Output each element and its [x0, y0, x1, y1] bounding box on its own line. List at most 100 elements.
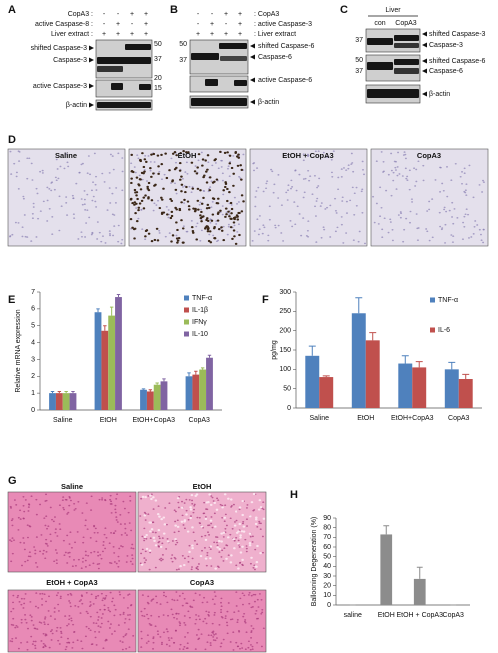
x-tick-label: Saline	[53, 417, 73, 424]
nucleus	[320, 236, 323, 239]
nucleus	[337, 176, 340, 179]
nucleus	[237, 201, 240, 203]
nucleus-stained	[160, 518, 163, 521]
nucleus	[396, 174, 399, 177]
nucleus	[113, 614, 116, 617]
nucleus	[140, 646, 143, 648]
nucleus	[461, 238, 464, 240]
nucleus	[347, 164, 350, 166]
nucleus	[454, 162, 457, 165]
nucleus	[30, 495, 33, 498]
nucleus-stained	[193, 170, 197, 173]
nucleus-stained	[180, 219, 183, 222]
nucleus	[232, 631, 235, 633]
nucleus	[183, 202, 186, 204]
nucleus	[137, 157, 140, 160]
nucleus-stained	[248, 515, 252, 518]
nucleus	[140, 552, 143, 555]
nucleus	[271, 170, 274, 173]
nucleus	[345, 232, 348, 234]
nucleus	[173, 641, 176, 644]
nucleus	[77, 605, 80, 608]
nucleus	[194, 592, 197, 595]
nucleus	[298, 213, 301, 215]
nucleus	[262, 508, 265, 511]
nucleus	[170, 557, 173, 560]
nucleus	[226, 167, 229, 170]
nucleus	[258, 520, 261, 523]
nucleus	[23, 597, 26, 600]
nucleus-stained	[145, 160, 148, 163]
nucleus	[224, 513, 227, 516]
nucleus	[158, 537, 161, 540]
nucleus	[229, 618, 232, 621]
nucleus	[83, 203, 86, 206]
nucleus	[285, 191, 288, 194]
nucleus	[443, 206, 446, 209]
nucleus	[13, 162, 16, 165]
nucleus	[441, 182, 444, 185]
nucleus-stained	[184, 190, 187, 194]
nucleus	[57, 603, 60, 606]
nucleus	[114, 504, 117, 507]
nucleus	[241, 563, 244, 566]
nucleus-stained	[189, 508, 193, 511]
nucleus-stained	[188, 550, 191, 553]
nucleus	[382, 160, 385, 163]
band-label: shifted Caspase-6	[258, 43, 315, 50]
nucleus	[40, 622, 43, 624]
arrow	[422, 58, 427, 64]
nucleus	[463, 215, 466, 218]
nucleus	[44, 633, 47, 636]
nucleus-stained	[166, 213, 169, 216]
nucleus	[256, 598, 259, 601]
nucleus	[249, 562, 252, 565]
nucleus	[114, 202, 117, 204]
nucleus	[198, 594, 201, 596]
nucleus	[108, 627, 111, 629]
nucleus	[145, 559, 148, 561]
nucleus	[191, 503, 194, 505]
y-axis-title: Relative mRNA expression	[15, 309, 22, 392]
nucleus-stained	[189, 516, 192, 520]
panel-label: G	[8, 475, 17, 487]
nucleus	[120, 242, 123, 245]
y-axis-title: Ballooning Degeneration (%)	[311, 517, 318, 607]
nucleus	[174, 630, 177, 632]
nucleus	[55, 559, 58, 561]
nucleus	[86, 528, 89, 530]
nucleus	[211, 164, 214, 167]
nucleus	[111, 600, 114, 603]
nucleus	[188, 616, 191, 619]
nucleus	[97, 619, 100, 621]
nucleus	[101, 599, 104, 602]
nucleus	[236, 231, 239, 233]
nucleus	[125, 534, 128, 536]
nucleus	[70, 546, 73, 549]
nucleus	[11, 640, 14, 643]
band-label: shifted Caspase-3	[429, 31, 486, 38]
error-bar	[355, 297, 363, 314]
error-bar	[322, 375, 330, 378]
nucleus	[42, 200, 45, 203]
nucleus-stained	[142, 207, 146, 210]
nucleus-stained	[236, 218, 240, 221]
nucleus-stained	[234, 151, 237, 155]
nucleus	[29, 601, 32, 603]
nucleus	[446, 166, 449, 168]
nucleus-stained	[209, 241, 213, 244]
nucleus-stained	[178, 207, 182, 211]
nucleus	[30, 619, 33, 622]
nucleus	[129, 495, 132, 498]
nucleus-stained	[224, 207, 228, 210]
nucleus	[465, 194, 468, 196]
nucleus	[232, 155, 235, 157]
nucleus-stained	[180, 175, 183, 178]
nucleus	[218, 624, 221, 626]
nucleus	[255, 617, 258, 620]
nucleus	[90, 189, 93, 192]
nucleus	[34, 647, 37, 649]
nucleus	[465, 183, 468, 185]
nucleus	[34, 549, 37, 552]
nucleus	[221, 504, 224, 507]
